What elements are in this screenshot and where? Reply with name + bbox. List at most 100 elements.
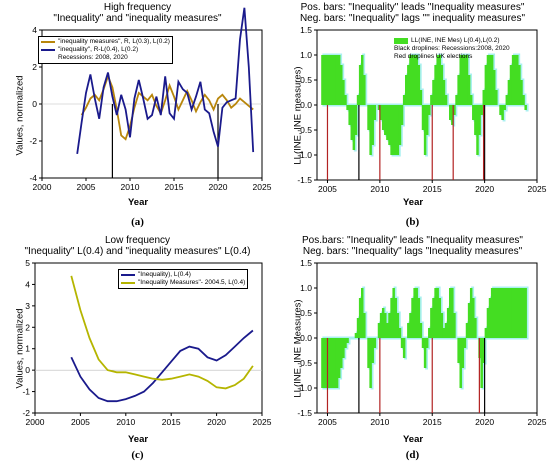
x-tick-label: 2005 — [71, 417, 90, 427]
bar — [323, 55, 326, 105]
bar — [474, 105, 477, 135]
bar — [511, 55, 515, 105]
bar-shadow — [469, 73, 472, 107]
bar — [379, 313, 383, 338]
bar — [379, 105, 383, 120]
bar — [342, 80, 345, 105]
bar-shadow — [399, 326, 403, 340]
bar-shadow — [475, 316, 479, 340]
bar — [390, 105, 393, 155]
bar — [321, 55, 324, 105]
panel-d: Pos.bars: "Inequality" leads "Inequality… — [275, 233, 550, 465]
series-line-1 — [80, 73, 254, 141]
bar — [352, 105, 356, 150]
x-tick-label: 2005 — [318, 184, 337, 194]
bar — [516, 288, 519, 338]
bar — [428, 105, 431, 115]
bar-shadow — [521, 78, 525, 107]
bar — [340, 65, 343, 105]
bar — [509, 65, 513, 105]
x-tick-label: 2000 — [26, 417, 45, 427]
x-tick-label: 2010 — [121, 182, 140, 192]
bar — [430, 95, 433, 105]
bar — [337, 55, 341, 105]
legend-swatch — [121, 282, 135, 284]
bar — [425, 105, 429, 135]
bar-shadow — [427, 336, 431, 350]
legend-item: Black droplines: Recessions:2008, 2020 — [394, 45, 510, 53]
chart-c-legend: "Inequality), L(0.4) "Inequality Measure… — [118, 269, 249, 289]
bar — [476, 105, 479, 155]
legend-note: Recessions: 2008, 2020 — [58, 54, 128, 61]
chart-a-plot: 2000 2005 2010 2015 2020 2025 -4 -2 0 2 4 — [29, 7, 272, 192]
bar-shadow — [525, 103, 529, 112]
bar-shadow — [441, 311, 445, 340]
bar-shadow — [454, 103, 458, 117]
bar-shadow — [523, 93, 527, 107]
bar — [340, 338, 343, 368]
bar — [363, 313, 366, 338]
y-tick-label: 0 — [25, 365, 30, 375]
y-tick-label: 4 — [32, 25, 37, 35]
bar — [373, 105, 377, 120]
legend-item: "Inequality Measures"- 2004.5, L(0.4) — [121, 279, 245, 287]
y-tick-label: 5 — [25, 258, 30, 268]
bar — [453, 105, 456, 115]
bar — [369, 105, 372, 155]
x-tick-label: 2005 — [77, 182, 96, 192]
bar — [467, 303, 471, 338]
bar — [417, 65, 421, 105]
plot-frame — [34, 262, 263, 414]
bar-shadow — [425, 336, 428, 370]
bar — [329, 338, 333, 388]
bar — [413, 288, 416, 338]
bar — [446, 308, 450, 338]
chart-c-ylabel: Values, normalized — [14, 308, 26, 389]
chart-d-title-2: Neg. bars: "Inequality" lags "Inequality… — [302, 246, 523, 257]
series-line-2 — [70, 275, 254, 390]
bar — [482, 90, 486, 105]
bar — [346, 105, 349, 110]
bar — [469, 95, 473, 105]
bar — [325, 338, 328, 388]
bar — [421, 338, 425, 348]
bar — [499, 105, 502, 115]
bar — [486, 308, 490, 338]
chart-d-title-1: Pos.bars: "Inequality" leads "Inequality… — [302, 235, 523, 246]
bar — [333, 55, 337, 105]
chart-a-caption: (a) — [131, 216, 144, 228]
bar — [384, 313, 387, 338]
x-tick-label: 2010 — [370, 417, 389, 427]
bar — [511, 288, 515, 338]
legend-label: "inequality measures", R, L(0.3), L(0.2) — [58, 38, 170, 45]
legend-label: LL(INE, INE Mes) L(0.4),L(0.2) — [411, 37, 500, 44]
y-tick-label: -4 — [29, 173, 37, 183]
bar — [361, 288, 364, 338]
series-line-2 — [76, 7, 255, 155]
bar — [419, 323, 423, 338]
bar-shadow — [364, 311, 368, 340]
bar — [354, 333, 358, 338]
y-tick-label: 1.5 — [300, 25, 312, 35]
chart-d-caption: (d) — [405, 449, 420, 461]
bar — [503, 105, 506, 110]
bar — [394, 298, 398, 338]
bar — [421, 105, 425, 130]
panel-a: High frequency "Inequality" and "inequal… — [0, 0, 275, 232]
bar — [459, 338, 462, 388]
bar — [402, 338, 406, 358]
bar — [434, 288, 437, 338]
chart-c-plot: 2000 2005 2010 2015 2020 2025 -2 -1 0 1 2 3 4 5 — [22, 258, 271, 427]
bar — [432, 80, 435, 105]
x-tick-label: 2020 — [209, 182, 228, 192]
y-tick-label: 3 — [25, 301, 30, 311]
bar — [497, 288, 500, 338]
legend-swatch — [41, 41, 55, 43]
chart-b-plot: 2005 2010 2015 2020 2025 -1.5 -1.0 -0.5 0.0 0.5 1.… — [297, 25, 546, 194]
bar — [321, 338, 324, 388]
bar — [386, 105, 389, 140]
y-tick-label: 0.0 — [300, 100, 312, 110]
bar — [436, 55, 439, 105]
bar — [415, 55, 418, 105]
chart-d-xlabel: Year — [403, 434, 424, 445]
